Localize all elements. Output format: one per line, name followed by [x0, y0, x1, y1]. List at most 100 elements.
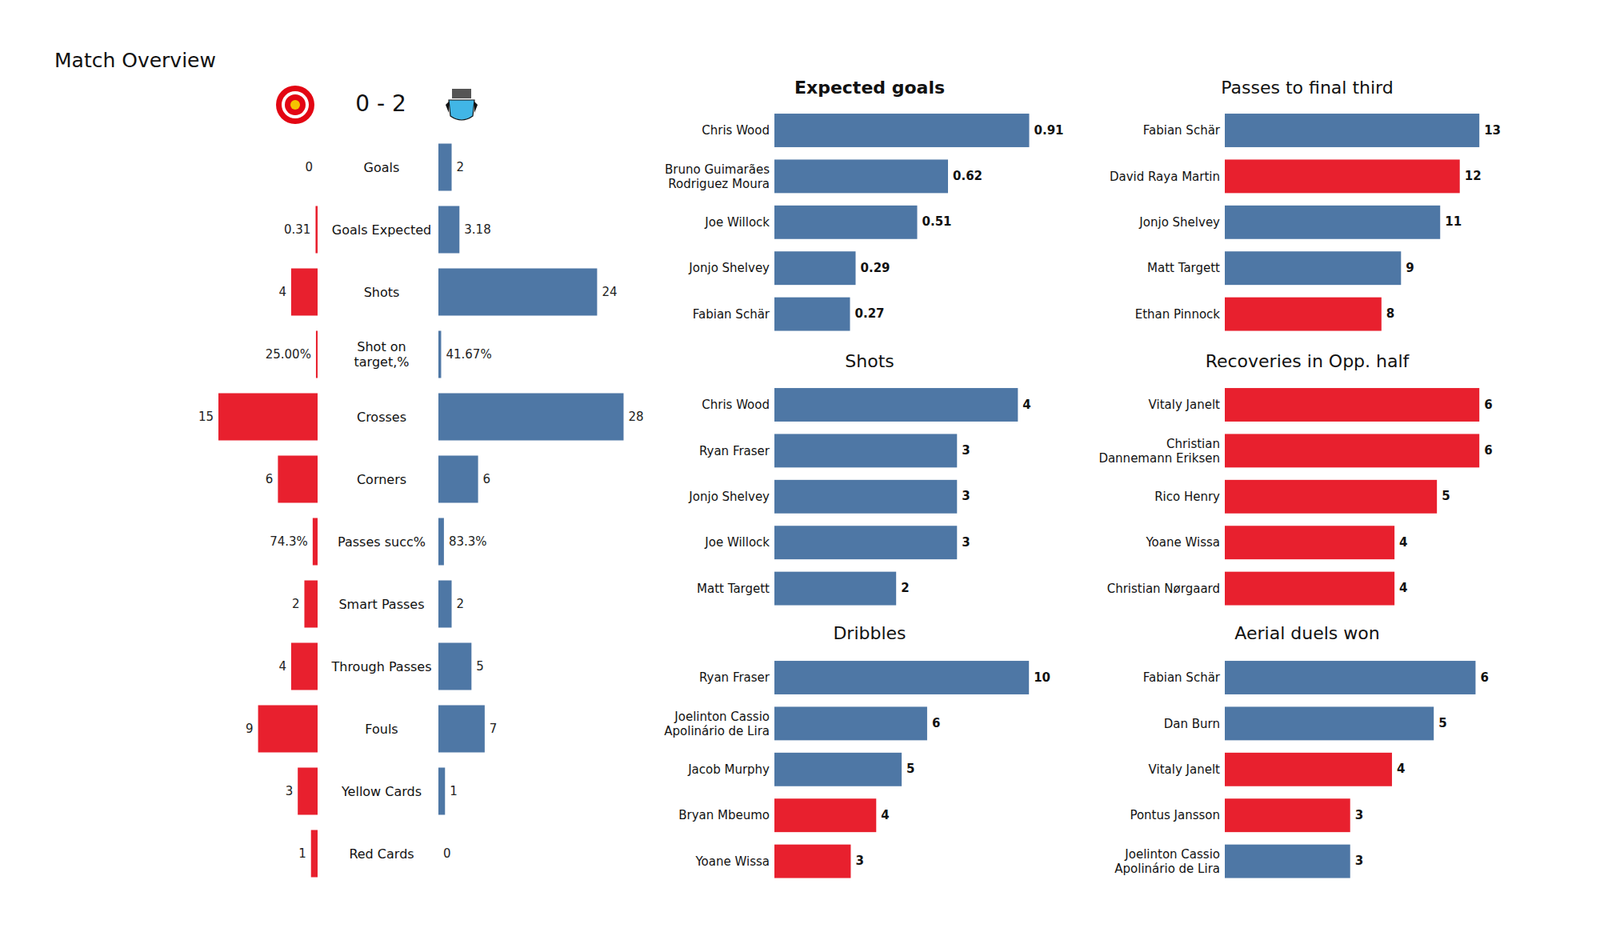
data-label: 8 — [1386, 306, 1395, 321]
data-label: 0.62 — [952, 168, 983, 184]
bar — [316, 331, 318, 379]
bars — [774, 660, 1029, 879]
data-label: 1 — [449, 784, 458, 799]
bar — [774, 572, 896, 606]
score: 0 - 2 — [355, 90, 407, 117]
bar — [1224, 752, 1392, 787]
data-labels: 13121198 — [1386, 123, 1501, 322]
bar — [438, 268, 597, 316]
category-labels: Fabian SchärDan BurnVitaly JaneltPontus … — [1114, 670, 1221, 876]
data-labels: 66544 — [1399, 397, 1492, 596]
data-label: 4 — [1399, 580, 1408, 596]
data-labels: 23.182441.67%28683.3%25710 — [443, 160, 644, 861]
logo-part — [290, 100, 300, 110]
bars — [774, 388, 1018, 606]
bar — [774, 297, 851, 332]
data-label: 5 — [906, 761, 915, 776]
bar-panel: Recoveries in Opp. halfVitaly JaneltChri… — [1098, 351, 1492, 606]
category-label: Goals — [364, 160, 400, 176]
data-label: 0.27 — [855, 306, 885, 321]
category-label: Fabian Schär — [692, 307, 771, 322]
bar — [438, 705, 485, 753]
chart-title: Shots — [844, 351, 894, 372]
data-labels: 00.31425.00%15674.3%24931 — [198, 160, 313, 861]
category-label: Joelinton CassioApolinário de Lira — [1114, 847, 1220, 876]
data-label: 2 — [456, 596, 465, 612]
bar — [438, 456, 479, 504]
bar — [277, 456, 318, 504]
category-label: Yellow Cards — [340, 784, 422, 800]
bar — [774, 113, 1030, 148]
data-label: 5 — [1441, 488, 1450, 504]
data-label: 3 — [961, 488, 970, 504]
data-label: 9 — [245, 721, 254, 736]
category-label: Ryan Fraser — [699, 444, 771, 459]
data-label: 3 — [1355, 853, 1364, 868]
data-label: 4 — [1022, 397, 1031, 412]
bar — [438, 768, 445, 816]
category-label: Smart Passes — [338, 596, 424, 612]
bar — [774, 205, 918, 240]
bar — [1224, 159, 1460, 193]
data-label: 6 — [483, 472, 492, 487]
category-label: Through Passes — [330, 659, 432, 675]
data-label: 6 — [1484, 443, 1492, 458]
category-label: Joe Willock — [704, 535, 770, 550]
data-labels: 106543 — [855, 670, 1051, 869]
data-label: 4 — [278, 284, 287, 300]
bars — [1224, 113, 1480, 332]
data-label: 2 — [292, 596, 300, 612]
bar — [774, 388, 1018, 422]
data-label: 25.00% — [265, 347, 312, 362]
bar — [1224, 525, 1395, 560]
data-label: 74.3% — [269, 534, 308, 549]
bar — [774, 251, 856, 285]
category-label: Fabian Schär — [1143, 123, 1221, 138]
data-label: 4 — [278, 659, 287, 674]
data-label: 0.91 — [1034, 123, 1064, 138]
bars — [218, 206, 318, 878]
data-label: 4 — [880, 808, 889, 823]
bar — [1224, 433, 1480, 468]
category-label: Bruno GuimarãesRodriguez Moura — [664, 162, 770, 192]
category-label: Yoane Wissa — [694, 854, 770, 869]
data-label: 0.51 — [922, 214, 952, 229]
bar — [218, 393, 318, 441]
data-labels: 43332 — [900, 397, 1032, 596]
data-label: 0 — [304, 160, 313, 175]
category-label: Fabian Schär — [1143, 670, 1221, 685]
data-label: 3 — [285, 784, 294, 799]
bar — [315, 206, 318, 254]
category-label: Chris Wood — [701, 123, 770, 138]
bar — [774, 844, 851, 879]
category-labels: Chris Wood Bruno GuimarãesRodriguez Moura… — [664, 123, 771, 322]
category-label: Jonjo Shelvey — [688, 489, 770, 504]
data-label: 9 — [1405, 260, 1414, 276]
data-labels: 0.910.620.510.290.27 — [855, 123, 1064, 322]
category-label: Joe Willock — [704, 215, 770, 230]
data-label: 3 — [1355, 808, 1364, 823]
data-label: 10 — [1033, 670, 1051, 685]
bars — [1224, 388, 1480, 606]
bar — [297, 768, 318, 816]
data-label: 3 — [961, 443, 970, 458]
category-label: Dan Burn — [1164, 716, 1220, 732]
category-label: Shots — [364, 284, 400, 300]
bar — [774, 433, 957, 468]
category-label: David Raya Martin — [1109, 169, 1220, 184]
chart-root: Match Overview0 - 200.31425.00%15674.3%2… — [0, 0, 1600, 940]
bar — [1224, 388, 1480, 422]
category-label: Chris Wood — [701, 397, 770, 412]
bar — [1224, 205, 1440, 240]
bars — [774, 113, 1030, 332]
category-label: Fouls — [364, 721, 398, 737]
chart-title: Expected goals — [794, 77, 945, 98]
chart-title: Match Overview — [54, 48, 216, 72]
bar-panel: Expected goals Chris Wood Bruno GuimarãesR… — [664, 77, 1064, 332]
category-label: Corners — [356, 472, 407, 488]
bar — [317, 144, 319, 192]
data-label: 4 — [1396, 761, 1405, 776]
bar — [304, 580, 318, 628]
bar — [311, 830, 318, 878]
logo-part — [448, 100, 475, 120]
